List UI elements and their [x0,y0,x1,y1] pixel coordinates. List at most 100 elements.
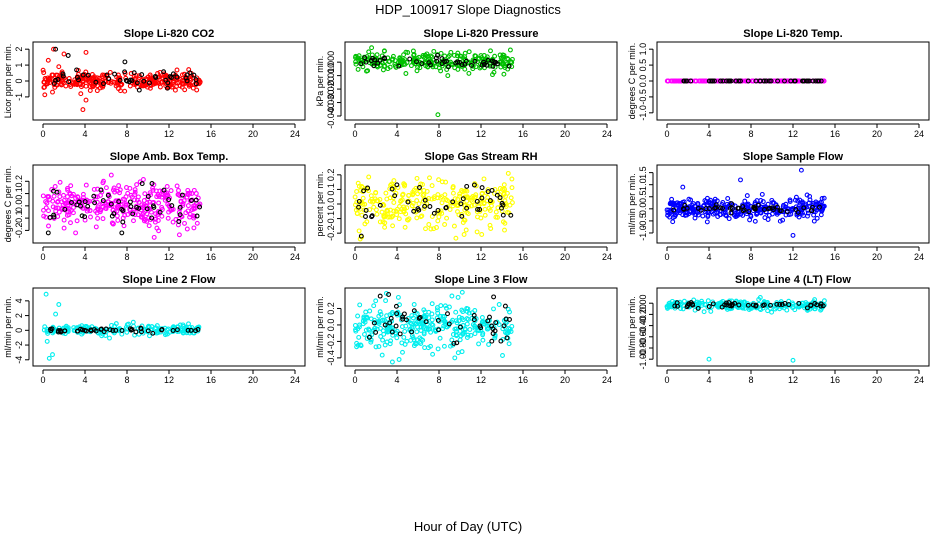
data-point [140,214,145,220]
series-1 [664,167,827,238]
data-points [40,172,203,240]
data-point [759,191,765,197]
data-point [406,216,412,222]
data-point [124,185,129,190]
y-tick-label: 2 [14,47,24,52]
data-point [120,219,126,225]
data-point [397,331,403,337]
data-point [497,192,503,198]
y-axis-label: kPa per min. [315,56,325,107]
data-point [435,346,441,352]
panel-6: Slope Sample Flow ml/min per min. -1.0-0.5… [627,151,930,262]
data-point [686,196,692,202]
data-point [735,205,741,211]
data-point [786,302,792,308]
data-point [130,211,136,217]
data-point [808,302,814,308]
data-point [366,188,371,194]
data-point [507,326,513,332]
data-point [414,329,420,335]
data-point [55,205,61,211]
data-point [129,326,135,332]
data-point [141,218,147,224]
y-tick-label: -0.2 [326,334,336,350]
data-point [506,341,512,347]
data-point [742,198,748,204]
x-tick-label: 12 [788,252,798,262]
data-point [128,192,134,198]
data-point [422,345,428,351]
data-point [464,205,470,211]
data-point [87,80,93,86]
data-point [696,78,702,84]
y-tick-label: -1 [14,93,24,101]
data-point [147,190,153,196]
data-point [181,71,187,77]
data-point [99,326,104,332]
data-point [410,48,416,54]
panel-title: Slope Sample Flow [743,151,844,163]
data-point [174,67,180,73]
data-point [407,56,413,62]
data-point [135,325,141,331]
x-tick-label: 4 [706,375,711,385]
data-point [140,212,145,218]
series-1 [40,172,203,240]
data-point [109,322,114,328]
x-tick-label: 12 [476,252,486,262]
data-point [360,321,366,327]
data-point [785,206,791,212]
data-point [52,184,58,189]
x-tick-label: 0 [352,129,357,139]
data-point [100,198,106,204]
data-point [395,185,401,190]
data-point [82,327,88,333]
data-point [150,187,156,193]
data-point [149,181,155,186]
data-point [492,328,498,334]
data-point [79,213,85,219]
data-point [94,88,100,94]
data-point [61,225,67,231]
data-point [783,201,789,207]
data-point [439,56,445,62]
x-tick-label: 24 [602,252,612,262]
data-point [177,204,183,210]
data-point [377,219,383,225]
data-point [364,68,369,74]
data-point [429,317,435,323]
data-point [774,204,780,210]
data-point [145,194,151,199]
figure-x-axis-label: Hour of Day (UTC) [414,519,522,534]
data-point [170,328,176,333]
data-point [497,195,503,201]
data-point [113,327,119,333]
data-point [798,200,804,206]
data-point [787,197,793,203]
x-tick-label: 0 [664,252,669,262]
y-tick-label: -0.40 [638,315,648,336]
outlier-point [83,49,89,55]
data-point [487,63,493,69]
outlier-point [365,185,371,191]
data-point [475,206,481,212]
data-point [439,200,445,206]
outlier-point [452,355,458,361]
data-point [123,194,129,200]
figure-title: HDP_100917 Slope Diagnostics [375,2,561,17]
y-tick-label: -0.010 [326,63,336,89]
data-point [354,189,360,194]
data-point [423,319,429,325]
x-tick-label: 16 [206,375,216,385]
data-point [712,210,718,216]
data-point [453,60,459,66]
data-point [126,321,131,327]
data-point [74,74,80,80]
data-point [70,191,76,197]
data-point [179,192,185,198]
panel-title: Slope Li-820 Temp. [743,28,842,40]
data-point [422,203,428,209]
data-point [174,183,180,189]
data-point [720,200,726,205]
x-tick-label: 8 [124,375,129,385]
